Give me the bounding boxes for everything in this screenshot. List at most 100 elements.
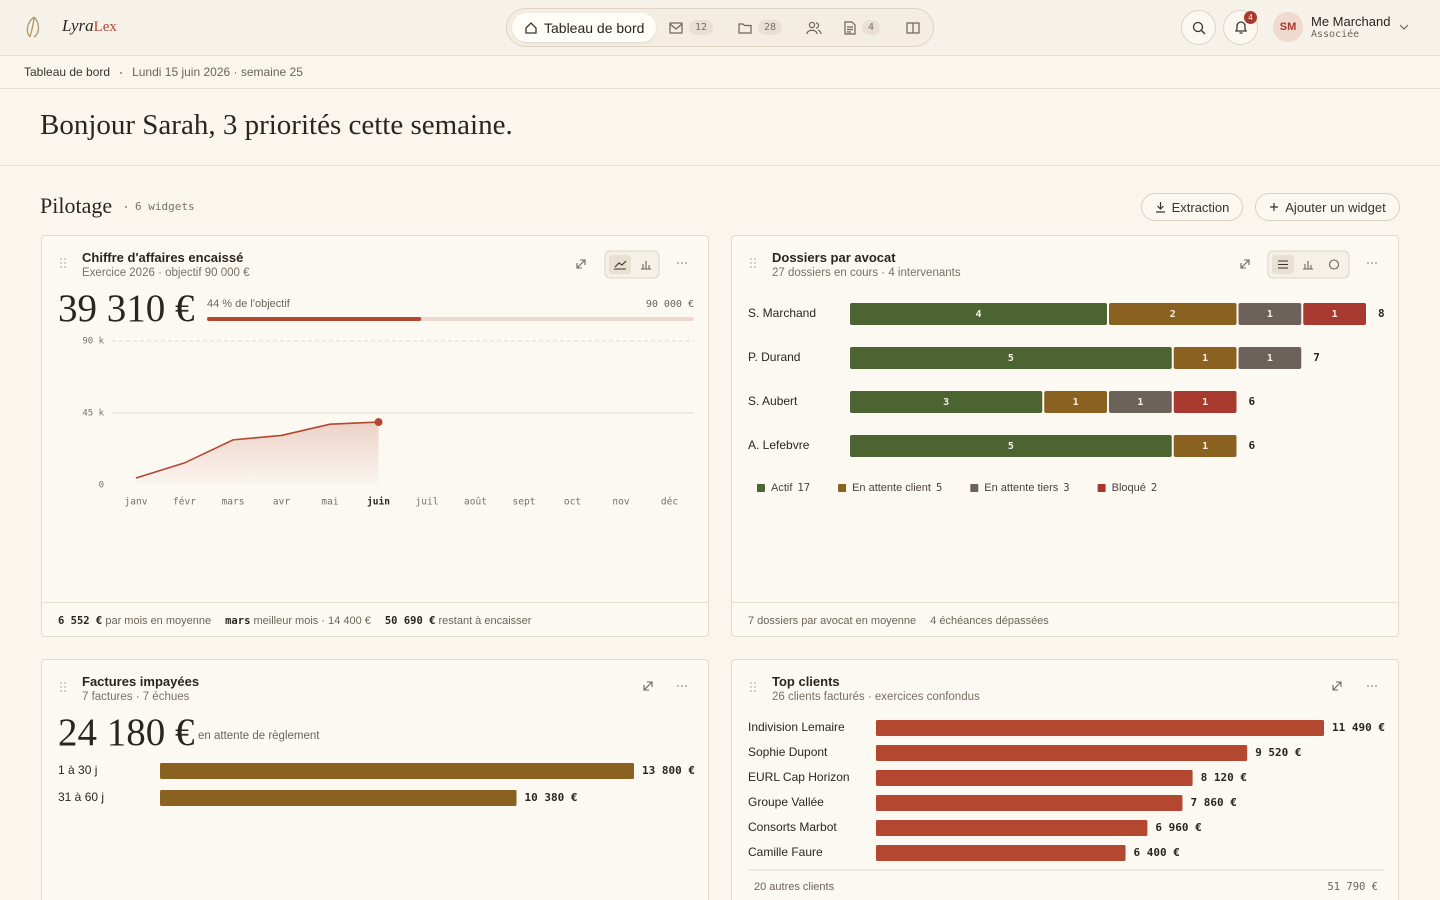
- breadcrumb-row: Tableau de bord Lundi 15 juin 2026 · sema…: [24, 65, 303, 79]
- expand-icon[interactable]: [1332, 681, 1342, 691]
- widget-footer: 7 dossiers par avocat en moyenne 4 échéa…: [732, 602, 1398, 636]
- widget-subtitle: Exercice 2026 · objectif 90 000 €: [82, 267, 250, 279]
- row-total: 7: [1313, 351, 1320, 364]
- folder-icon: [738, 22, 752, 34]
- nav-panels[interactable]: [906, 13, 920, 42]
- row-label: Indivision Lemaire: [748, 720, 845, 734]
- value-label: 13 800 €: [642, 764, 695, 777]
- clients-widget: Indivision Lemaire 11 490 € Sophie Dupont 9…: [731, 659, 1399, 900]
- segment-label: 1: [1332, 309, 1338, 320]
- bar-segment: [1044, 391, 1107, 413]
- bar: [876, 795, 1183, 811]
- search-button[interactable]: [1181, 10, 1216, 45]
- legend-swatch: [970, 484, 979, 492]
- bar-segment: [1109, 391, 1172, 413]
- segment-label: 1: [1202, 397, 1208, 408]
- row-label: S. Marchand: [748, 306, 816, 320]
- value-label: 7 860 €: [1190, 796, 1236, 809]
- nav-folders[interactable]: 28: [738, 13, 783, 42]
- bar: [876, 845, 1126, 861]
- expand-icon[interactable]: [576, 259, 586, 269]
- header: LyraLex Tableau de bord 12 28 4 4 SM Me …: [0, 0, 1440, 56]
- row-label: Groupe Vallée: [748, 795, 824, 809]
- stat-text: meilleur mois · 14 400 €: [253, 615, 371, 627]
- value-label: 11 490 €: [1332, 721, 1385, 734]
- more-menu[interactable]: [677, 685, 687, 687]
- drag-handle[interactable]: [60, 682, 66, 692]
- cases-chart: S. Marchand 4 2 1 1 8P. Durand 5 1 1 7S. Aubert 3 1…: [748, 250, 1385, 494]
- drag-handle[interactable]: [60, 258, 66, 268]
- nav-dashboard[interactable]: Tableau de bord: [512, 13, 657, 42]
- stat: 6 552 € par mois en moyenne: [58, 615, 211, 627]
- row-label: 31 à 60 j: [58, 790, 104, 804]
- brand: LyraLex: [62, 16, 117, 36]
- logo-icon: [26, 16, 40, 38]
- widget-title: Chiffre d'affaires encaissé: [82, 250, 244, 265]
- legend-count: 5: [936, 482, 942, 494]
- drag-handle[interactable]: [750, 258, 756, 268]
- x-tick-label: sept: [513, 497, 536, 508]
- x-tick-label: août: [464, 497, 487, 508]
- more-menu[interactable]: [1367, 685, 1377, 687]
- legend-count: 17: [797, 482, 810, 494]
- legend-swatch: [838, 484, 847, 492]
- widget-footer: 6 552 € par mois en moyenne mars meilleu…: [42, 602, 708, 636]
- bar-segment: [1238, 347, 1302, 369]
- x-tick-label: oct: [564, 497, 581, 508]
- stat-value: 50 690 €: [384, 615, 436, 627]
- nav: Tableau de bord 12 28 4: [506, 8, 934, 47]
- section-count-row: 6 widgets: [117, 200, 195, 213]
- expand-icon[interactable]: [1240, 259, 1250, 269]
- nav-contacts[interactable]: [806, 13, 822, 42]
- widget-subtitle: 26 clients facturés · exercices confondu…: [772, 691, 980, 703]
- drag-handle[interactable]: [750, 682, 756, 692]
- stat-value: 6 552 €: [58, 615, 103, 627]
- button-label: Extraction: [1171, 199, 1230, 215]
- breadcrumb-page[interactable]: Tableau de bord: [24, 65, 111, 79]
- notifications-button[interactable]: [1223, 10, 1258, 45]
- segment-label: 3: [943, 397, 949, 408]
- segment-label: 1: [1137, 397, 1143, 408]
- legend-label: Actif: [771, 482, 793, 494]
- widget-title: Dossiers par avocat: [772, 250, 896, 265]
- bar-icon[interactable]: [641, 261, 651, 270]
- x-tick-label: nov: [612, 497, 629, 508]
- others-label: 20 autres clients: [754, 881, 835, 893]
- chevron[interactable]: [1399, 23, 1409, 31]
- brand-b: Lex: [93, 19, 117, 35]
- legend-count: 2: [1151, 482, 1157, 494]
- mail-icon: [669, 21, 683, 34]
- x-tick-label: mars: [222, 497, 245, 508]
- row-label: Consorts Marbot: [748, 820, 837, 834]
- row-label: Camille Faure: [748, 845, 823, 859]
- segment-label: 5: [1008, 441, 1014, 452]
- expand-icon[interactable]: [643, 681, 653, 691]
- toggle-active[interactable]: [609, 255, 631, 274]
- nav-documents[interactable]: 4: [844, 13, 881, 42]
- progress-fill: [207, 317, 422, 321]
- bell-icon: [1234, 21, 1247, 34]
- notification-badge: 4: [1244, 11, 1257, 24]
- avatar[interactable]: SM: [1273, 12, 1303, 42]
- more-menu[interactable]: [1367, 262, 1377, 264]
- separator: [120, 71, 123, 74]
- home-icon: [525, 21, 537, 34]
- segment-label: 1: [1267, 309, 1273, 320]
- breadcrumb: Tableau de bord Lundi 15 juin 2026 · sema…: [0, 56, 1440, 89]
- nav-count: 4: [862, 20, 881, 35]
- x-tick-label: févr: [173, 497, 196, 508]
- bar-segment: [1238, 303, 1302, 325]
- nav-mail[interactable]: 12: [669, 13, 714, 42]
- y-tick-label: 90 k: [82, 337, 104, 347]
- add-widget-button[interactable]: Ajouter un widget: [1255, 193, 1400, 221]
- doc-icon: [844, 20, 856, 35]
- more-menu[interactable]: [677, 262, 687, 264]
- kpi: 39 310 €: [58, 287, 195, 330]
- pie-icon[interactable]: [1328, 259, 1340, 270]
- bar-icon[interactable]: [1303, 261, 1313, 270]
- widget-title: Top clients: [772, 674, 840, 689]
- extraction-button[interactable]: Extraction: [1141, 193, 1243, 221]
- bar: [876, 820, 1148, 836]
- separator: [125, 206, 127, 208]
- segment-label: 4: [975, 309, 981, 320]
